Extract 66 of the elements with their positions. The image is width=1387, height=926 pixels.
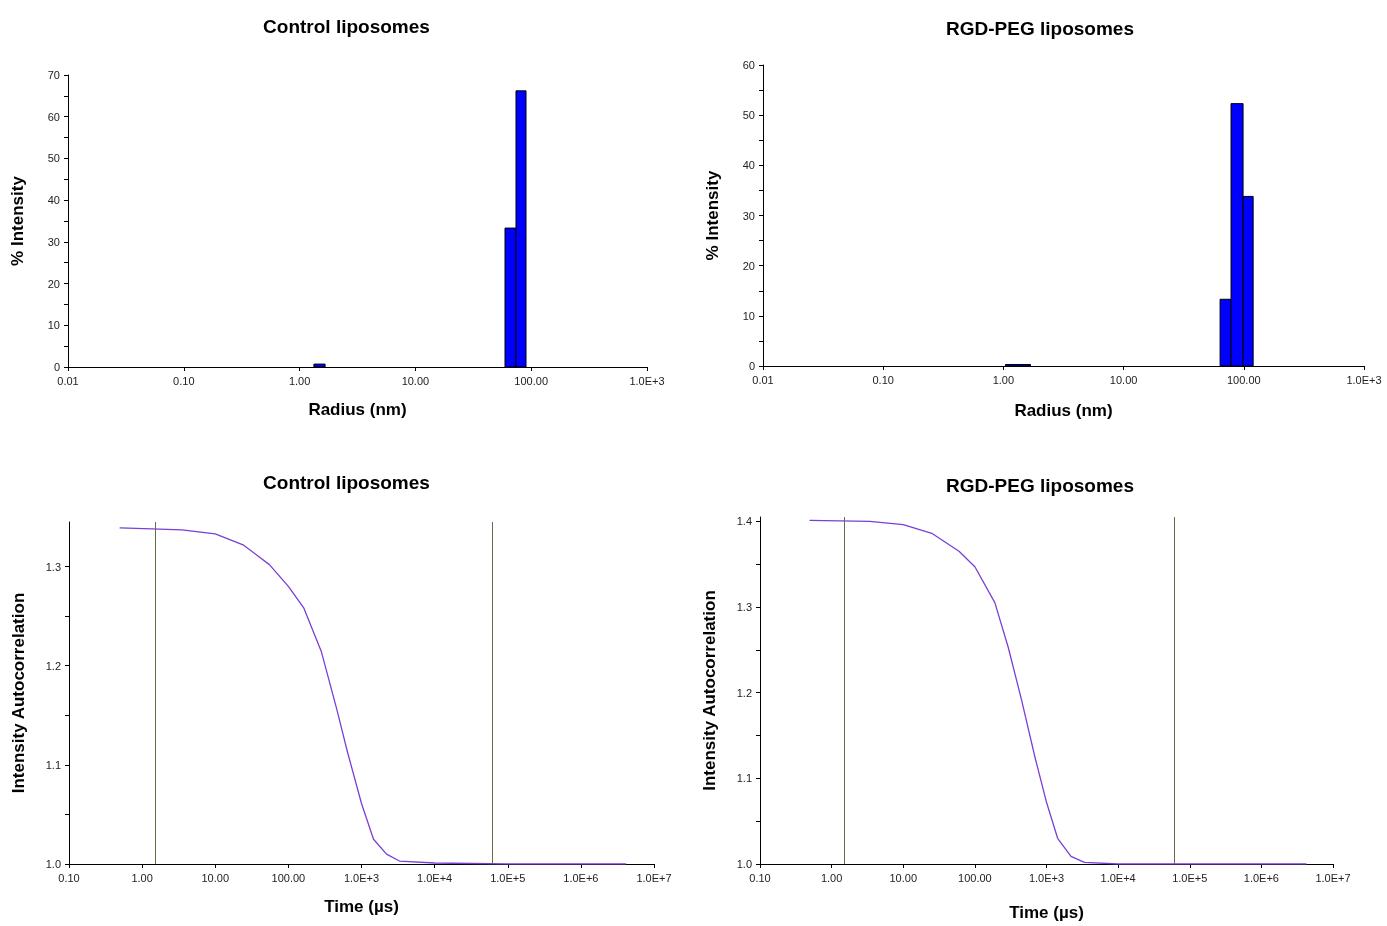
y-tick-label: 60 — [47, 110, 60, 123]
x-tick-label: 100.00 — [514, 374, 549, 387]
x-tick-label: 1.0E+4 — [417, 871, 453, 884]
x-tick-label: 0.10 — [58, 871, 80, 884]
y-tick-label: 20 — [742, 259, 755, 272]
x-tick-label: 1.00 — [288, 374, 311, 387]
x-tick-label: 1.0E+3 — [629, 374, 665, 387]
x-tick-label: 0.10 — [872, 373, 894, 386]
x-tick-label: 10.00 — [889, 871, 918, 884]
y-tick-label: 1.3 — [45, 560, 61, 573]
x-tick-label: 1.0E+7 — [1315, 871, 1351, 884]
y-tick-label: 30 — [47, 235, 60, 248]
chart-title: Control liposomes — [263, 16, 430, 37]
x-tick-label: 1.00 — [820, 871, 843, 884]
x-axis-title: Time (µs) — [1009, 903, 1084, 922]
y-tick-label: 1.4 — [736, 515, 752, 528]
y-axis-title: Intensity Autocorrelation — [9, 592, 28, 794]
x-axis-title: Radius (nm) — [308, 400, 407, 419]
x-tick-label: 1.00 — [131, 871, 153, 884]
y-tick-label: 40 — [47, 194, 60, 207]
x-tick-label: 1.0E+7 — [636, 871, 672, 884]
y-tick-label: 40 — [742, 159, 755, 172]
y-tick-label: 1.2 — [45, 659, 61, 672]
x-tick-label: 1.0E+3 — [343, 871, 380, 884]
x-tick-label: 1.0E+3 — [1028, 871, 1065, 884]
x-tick-label: 10.00 — [1109, 373, 1138, 386]
x-tick-label: 1.0E+5 — [1172, 871, 1208, 884]
y-axis-title: % Intensity — [703, 170, 722, 261]
y-tick-label: 1.1 — [45, 758, 61, 771]
y-tick-label: 10 — [47, 319, 60, 332]
y-tick-label: 1.3 — [736, 600, 752, 613]
y-tick-label: 30 — [742, 209, 755, 222]
x-tick-label: 100.00 — [271, 871, 306, 884]
y-tick-label: 1.1 — [736, 772, 752, 785]
x-tick-label: 0.01 — [57, 374, 79, 387]
x-axis-title: Time (µs) — [324, 897, 399, 916]
x-tick-label: 100.00 — [1226, 373, 1261, 386]
x-tick-label: 0.01 — [752, 373, 774, 386]
y-tick-label: 60 — [742, 59, 755, 71]
y-tick-label: 1.0 — [45, 858, 61, 870]
x-tick-label: 1.0E+3 — [1346, 373, 1382, 386]
x-axis-title: Radius (nm) — [1014, 401, 1113, 420]
y-tick-label: 70 — [47, 69, 60, 81]
x-tick-label: 1.00 — [992, 373, 1015, 386]
y-tick-label: 0 — [53, 361, 60, 373]
y-tick-label: 50 — [742, 109, 755, 122]
chart-title: RGD-PEG liposomes — [946, 475, 1134, 496]
x-tick-label: 10.00 — [401, 374, 430, 387]
x-tick-label: 1.0E+5 — [490, 871, 526, 884]
x-tick-label: 1.0E+4 — [1100, 871, 1136, 884]
x-tick-label: 0.10 — [749, 871, 771, 884]
x-tick-label: 1.0E+6 — [1243, 871, 1279, 884]
chart-title: RGD-PEG liposomes — [946, 18, 1134, 39]
x-tick-label: 100.00 — [958, 871, 992, 884]
y-tick-label: 10 — [742, 309, 755, 322]
x-tick-label: 1.0E+6 — [563, 871, 599, 884]
x-tick-label: 10.00 — [201, 871, 230, 884]
y-tick-label: 20 — [47, 277, 60, 290]
y-axis-title: % Intensity — [8, 175, 27, 266]
y-tick-label: 1.2 — [736, 686, 752, 699]
y-axis-title: Intensity Autocorrelation — [700, 590, 719, 791]
y-tick-label: 50 — [47, 152, 60, 165]
x-tick-label: 0.10 — [173, 374, 195, 387]
y-tick-label: 0 — [748, 360, 755, 372]
y-tick-label: 1.0 — [736, 858, 752, 870]
chart-title: Control liposomes — [263, 472, 430, 493]
